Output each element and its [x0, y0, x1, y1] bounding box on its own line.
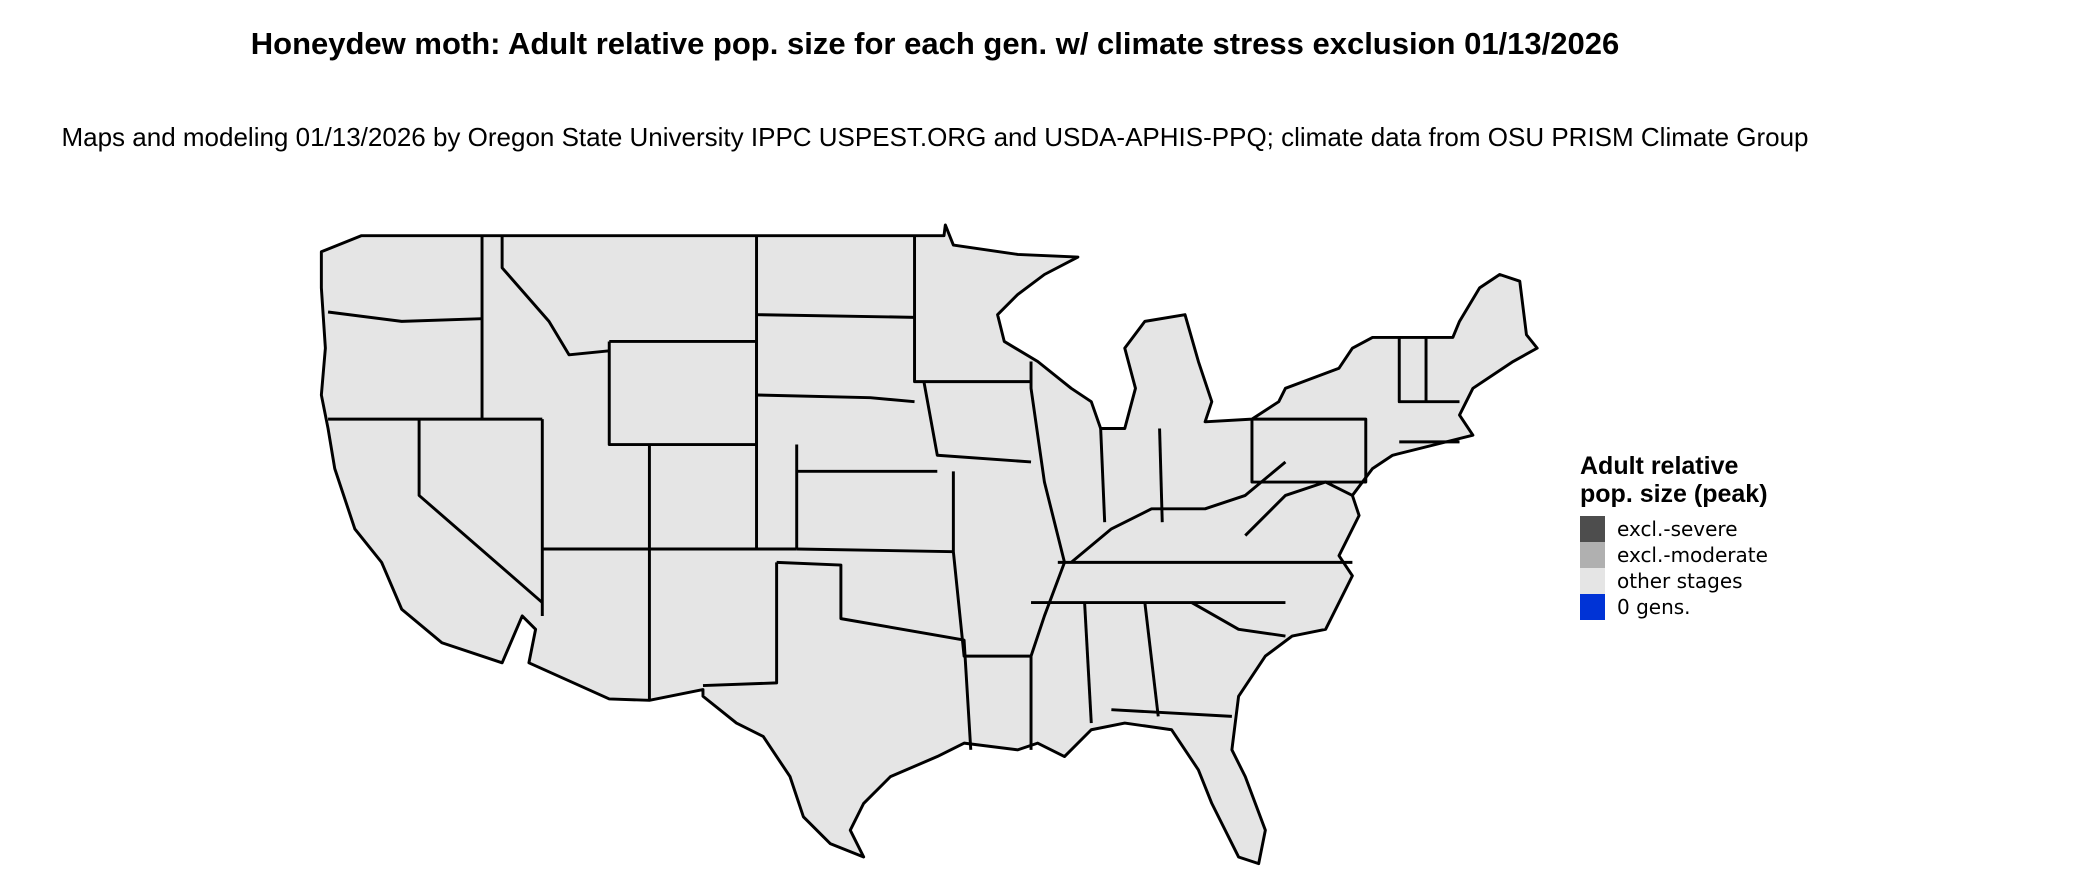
legend-item-0-gens: 0 gens. [1580, 594, 1770, 620]
legend-title: Adult relative pop. size (peak) [1580, 452, 1768, 508]
us-outline [319, 223, 1539, 866]
legend-swatch [1580, 568, 1605, 594]
legend-item-other-stages: other stages [1580, 568, 1770, 594]
legend: Adult relative pop. size (peak) excl.-se… [1580, 452, 1770, 620]
legend-label: excl.-severe [1617, 517, 1738, 541]
legend-item-excl-moderate: excl.-moderate [1580, 542, 1770, 568]
legend-label: 0 gens. [1617, 595, 1691, 619]
map-subtitle: Maps and modeling 01/13/2026 by Oregon S… [61, 122, 1809, 152]
legend-swatch [1580, 542, 1605, 568]
legend-label: excl.-moderate [1617, 543, 1768, 567]
legend-item-excl-severe: excl.-severe [1580, 516, 1770, 542]
map-title: Honeydew moth: Adult relative pop. size … [250, 26, 1620, 61]
legend-swatch [1580, 594, 1605, 620]
legend-label: other stages [1617, 569, 1743, 593]
legend-swatch [1580, 516, 1605, 542]
state-borders [327, 235, 1460, 750]
